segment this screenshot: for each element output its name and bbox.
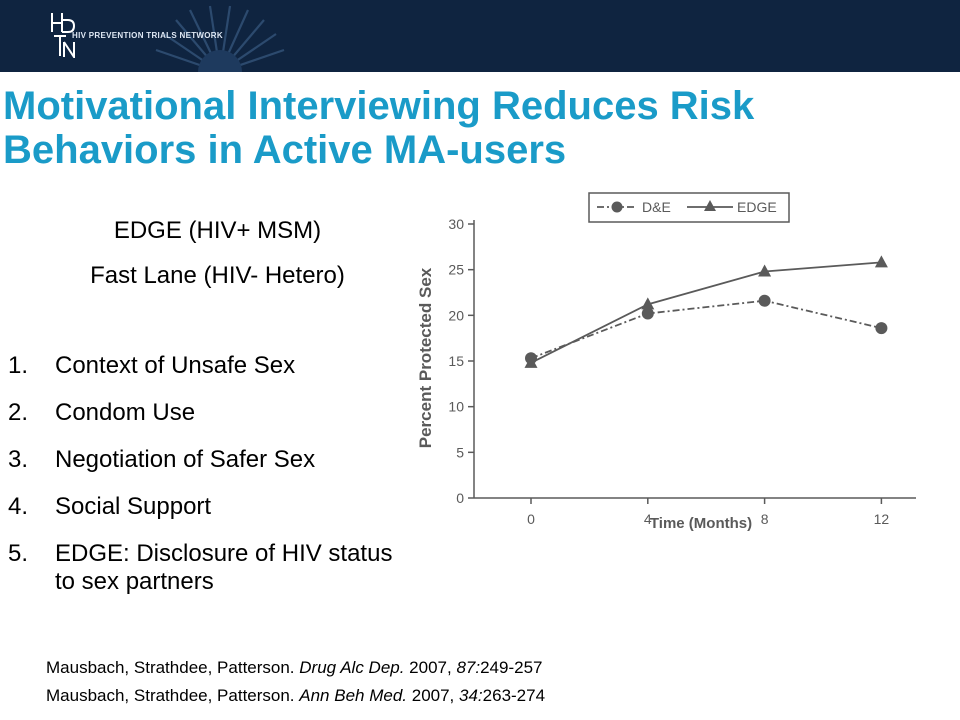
ref-journal: Ann Beh Med.: [299, 686, 408, 705]
ref-year: 2007,: [407, 686, 460, 705]
x-tick-label: 0: [527, 511, 535, 527]
list-text: Condom Use: [55, 399, 196, 426]
list-item: 3. Negotiation of Safer Sex: [0, 446, 415, 474]
subtitle-edge: EDGE (HIV+ MSM): [113, 217, 322, 244]
list-number: 1.: [8, 352, 29, 379]
ref-volume: 34:: [459, 686, 483, 705]
legend-label-edge: EDGE: [737, 199, 777, 215]
y-tick-label: 0: [456, 490, 464, 506]
legend-marker-triangle: [704, 200, 716, 211]
ref-authors: Mausbach, Strathdee, Patterson.: [46, 686, 300, 705]
logo-text: HIV PREVENTION TRIALS NETWORK: [72, 31, 223, 40]
data-point-circle: [758, 294, 771, 307]
y-tick-label: 25: [448, 262, 464, 278]
x-tick-label: 8: [761, 511, 769, 527]
series-line-edge: [530, 261, 882, 364]
legend-marker-circle: [611, 201, 623, 213]
data-point-triangle: [641, 297, 655, 310]
list-number: 2.: [8, 399, 29, 426]
data-point-triangle: [524, 355, 538, 368]
data-point-triangle: [874, 255, 888, 268]
subtitle-fast-lane: Fast Lane (HIV- Hetero): [90, 262, 345, 289]
ref-year: 2007,: [404, 658, 457, 677]
list-number: 4.: [8, 493, 29, 520]
ref-volume: 87:: [456, 658, 481, 677]
sunburst-rays-graphic: [155, 5, 285, 72]
list-text: Context of Unsafe Sex: [55, 352, 296, 379]
data-point-circle: [875, 322, 888, 335]
y-tick-label: 10: [448, 399, 464, 415]
list-text: Social Support: [55, 493, 212, 520]
list-item: 5. EDGE: Disclosure of HIV status to sex …: [0, 540, 415, 596]
y-tick-label: 20: [448, 307, 464, 323]
topic-list: 1. Context of Unsafe Sex 2. Condom Use 3. N…: [0, 352, 415, 615]
data-point-circle: [641, 307, 654, 320]
list-item: 2. Condom Use: [0, 399, 415, 427]
data-point-triangle: [758, 264, 772, 277]
x-tick-label: 4: [644, 511, 652, 527]
y-tick-label: 5: [456, 444, 464, 460]
y-axis-label: Percent Protected Sex: [416, 267, 435, 448]
hptn-logo-icon: [51, 13, 76, 58]
list-text: EDGE: Disclosure of HIV status to sex pa…: [55, 540, 393, 595]
ref-pages: 263-274: [482, 686, 546, 705]
y-tick-label: 15: [448, 353, 464, 369]
header-banner: HIV PREVENTION TRIALS NETWORK: [0, 0, 960, 72]
protected-sex-line-chart: 0 5 10 15 20 25 30 0 4 8 12 Time (Months) Percent Pr…: [416, 192, 916, 532]
reference-2: Mausbach, Strathdee, Patterson. Ann Beh …: [46, 682, 545, 710]
references: Mausbach, Strathdee, Patterson. Drug Alc…: [46, 654, 545, 710]
ref-journal: Drug Alc Dep.: [299, 658, 405, 677]
list-item: 1. Context of Unsafe Sex: [0, 352, 415, 380]
list-item: 4. Social Support: [0, 493, 415, 521]
x-tick-label: 12: [874, 511, 890, 527]
ref-authors: Mausbach, Strathdee, Patterson.: [46, 658, 300, 677]
reference-1: Mausbach, Strathdee, Patterson. Drug Alc…: [46, 654, 545, 682]
ref-pages: 249-257: [480, 658, 543, 677]
series-line-de: [530, 299, 882, 360]
legend-label-de: D&E: [642, 199, 671, 215]
list-number: 3.: [8, 446, 29, 473]
list-number: 5.: [8, 540, 29, 567]
x-axis-label: Time (Months): [650, 515, 752, 532]
slide-title: Motivational Interviewing Reduces Risk B…: [3, 84, 755, 172]
list-text: Negotiation of Safer Sex: [55, 446, 316, 473]
y-tick-label: 30: [448, 216, 464, 232]
